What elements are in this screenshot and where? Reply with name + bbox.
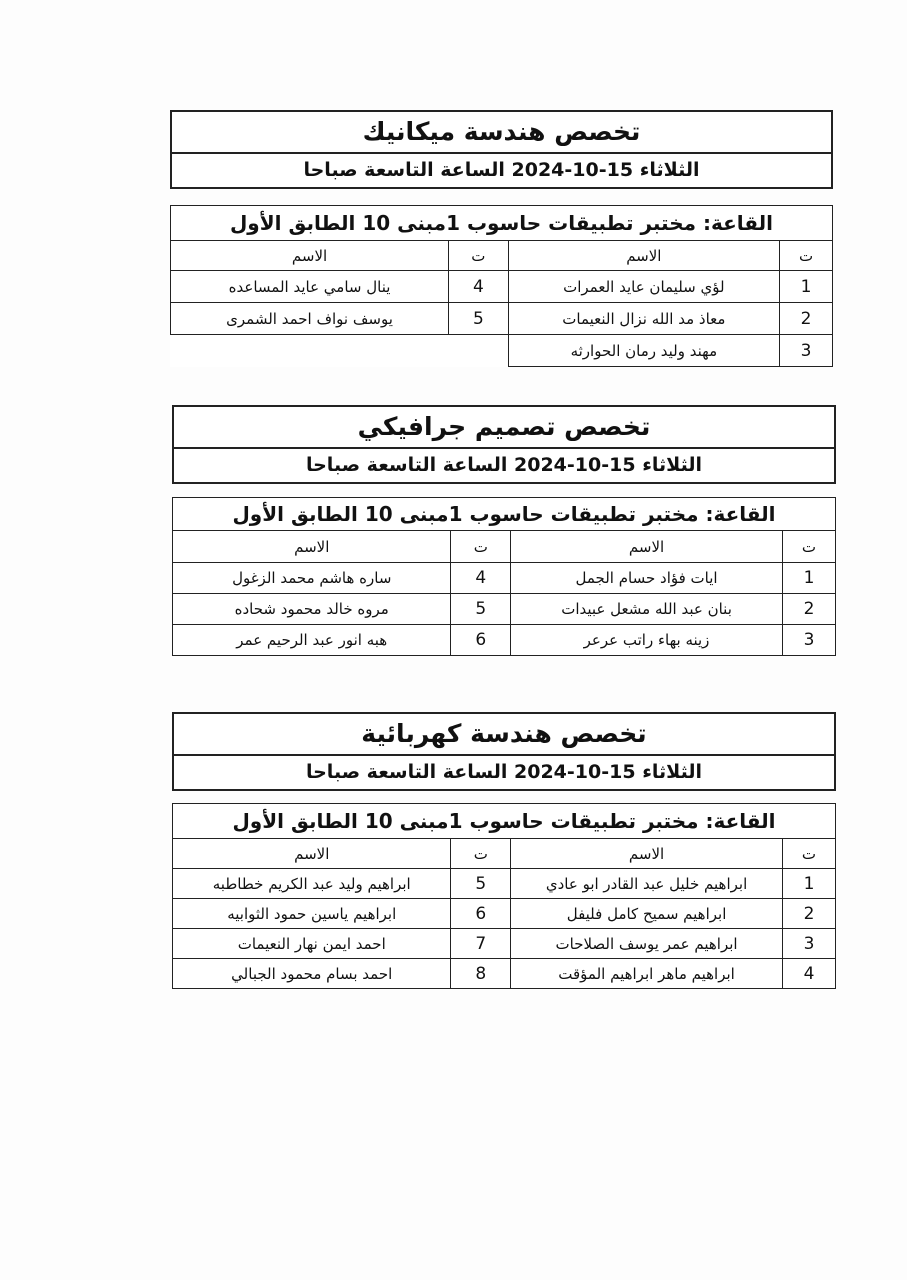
student-number: 6: [450, 898, 512, 929]
room-label: القاعة: مختبر تطبيقات حاسوب 1مبنى 10 الط…: [172, 803, 836, 839]
students-table: القاعة: مختبر تطبيقات حاسوب 1مبنى 10 الط…: [171, 497, 837, 656]
student-number: 4: [448, 270, 509, 303]
empty-cell: [449, 335, 509, 367]
col-header-name: الاسم: [171, 838, 452, 869]
student-name: مهند وليد رمان الحوارثه: [507, 334, 781, 367]
student-name: هبه انور عبد الرحيم عمر: [171, 624, 452, 656]
table-row: 3 زينه بهاء راتب عرعر 6 هبه انور عبد الرح…: [171, 624, 837, 656]
student-name: ابراهيم وليد عبد الكريم خطاطبه: [171, 868, 452, 899]
student-name: ابراهيم خليل عبد القادر ابو عادي: [510, 868, 783, 899]
table-row: 1 ابراهيم خليل عبد القادر ابو عادي 5 ابرا…: [171, 868, 837, 899]
header-row: ت الاسم ت الاسم: [171, 838, 837, 869]
room-label: القاعة: مختبر تطبيقات حاسوب 1مبنى 10 الط…: [172, 497, 836, 531]
col-header-name: الاسم: [171, 530, 452, 563]
student-name: بنان عبد الله مشعل عبيدات: [510, 593, 783, 625]
exam-date: الثلاثاء 15-10-2024 الساعة التاسعة صباحا: [305, 454, 703, 476]
header-row: ت الاسم ت الاسم: [171, 530, 837, 563]
table-row: 1 لؤي سليمان عايد العمرات 4 ينال سامي عاي…: [169, 270, 833, 303]
student-number: 2: [779, 302, 833, 335]
table-row: 3 مهند وليد رمان الحوارثه: [171, 334, 833, 367]
student-number: 3: [779, 334, 833, 367]
student-number: 7: [450, 928, 512, 959]
student-name: ابراهيم سميح كامل فليفل: [510, 898, 783, 929]
student-number: 2: [781, 898, 837, 929]
col-header-name: الاسم: [510, 838, 783, 869]
student-number: 3: [781, 928, 837, 959]
student-number: 4: [450, 562, 512, 594]
student-number: 1: [781, 868, 837, 899]
student-name: احمد ايمن نهار النعيمات: [171, 928, 452, 959]
students-table: القاعة: مختبر تطبيقات حاسوب 1مبنى 10 الط…: [169, 205, 833, 367]
table-row: 3 ابراهيم عمر يوسف الصلاحات 7 احمد ايمن ن…: [171, 928, 837, 959]
exam-date: الثلاثاء 15-10-2024 الساعة التاسعة صباحا: [305, 761, 703, 783]
col-header-num: ت: [450, 838, 512, 869]
table-row: 2 ابراهيم سميح كامل فليفل 6 ابراهيم ياسين…: [171, 898, 837, 929]
student-name: ابراهيم ياسين حمود الثوابيه: [171, 898, 452, 929]
student-number: 5: [448, 302, 509, 335]
table-row: 2 بنان عبد الله مشعل عبيدات 5 مروه خالد م…: [171, 593, 837, 625]
student-number: 4: [781, 958, 837, 989]
student-number: 5: [450, 868, 512, 899]
student-name: احمد بسام محمود الجبالي: [171, 958, 452, 989]
col-header-num: ت: [450, 530, 512, 563]
section-header: تخصص تصميم جرافيكي الثلاثاء 15-10-2024 ا…: [172, 405, 836, 484]
empty-cell: [171, 335, 449, 367]
section-title: تخصص هندسة كهربائية: [174, 714, 834, 756]
table-row: 2 معاذ مد الله نزال النعيمات 5 يوسف نواف …: [169, 302, 833, 335]
room-row: القاعة: مختبر تطبيقات حاسوب 1مبنى 10 الط…: [170, 205, 833, 241]
student-number: 8: [450, 958, 512, 989]
student-number: 1: [779, 270, 833, 303]
student-name: زينه بهاء راتب عرعر: [510, 624, 783, 656]
col-header-num: ت: [779, 240, 833, 271]
student-number: 2: [781, 593, 837, 625]
student-name: ساره هاشم محمد الزغول: [171, 562, 452, 594]
student-number: 5: [450, 593, 512, 625]
student-number: 6: [450, 624, 512, 656]
section-header: تخصص هندسة كهربائية الثلاثاء 15-10-2024 …: [172, 712, 836, 791]
student-name: ينال سامي عايد المساعده: [169, 270, 450, 303]
student-name: مروه خالد محمود شحاده: [171, 593, 452, 625]
col-header-name: الاسم: [507, 240, 781, 271]
student-name: معاذ مد الله نزال النعيمات: [507, 302, 781, 335]
header-row: ت الاسم ت الاسم: [169, 240, 833, 271]
students-table: القاعة: مختبر تطبيقات حاسوب 1مبنى 10 الط…: [171, 803, 837, 989]
section-title: تخصص هندسة ميكانيك: [172, 112, 831, 154]
room-row: القاعة: مختبر تطبيقات حاسوب 1مبنى 10 الط…: [172, 803, 836, 839]
student-name: لؤي سليمان عايد العمرات: [507, 270, 781, 303]
student-number: 3: [781, 624, 837, 656]
table-row: 4 ابراهيم ماهر ابراهيم المؤقت 8 احمد بسام…: [171, 958, 837, 989]
student-name: ايات فؤاد حسام الجمل: [510, 562, 783, 594]
col-header-name: الاسم: [169, 240, 450, 271]
table-row: 1 ايات فؤاد حسام الجمل 4 ساره هاشم محمد ا…: [171, 562, 837, 594]
exam-date: الثلاثاء 15-10-2024 الساعة التاسعة صباحا: [303, 159, 700, 181]
col-header-name: الاسم: [510, 530, 783, 563]
student-name: ابراهيم عمر يوسف الصلاحات: [510, 928, 783, 959]
room-label: القاعة: مختبر تطبيقات حاسوب 1مبنى 10 الط…: [170, 205, 833, 241]
col-header-num: ت: [781, 838, 837, 869]
col-header-num: ت: [781, 530, 837, 563]
student-name: يوسف نواف احمد الشمرى: [169, 302, 450, 335]
col-header-num: ت: [448, 240, 509, 271]
student-number: 1: [781, 562, 837, 594]
student-name: ابراهيم ماهر ابراهيم المؤقت: [510, 958, 783, 989]
section-title: تخصص تصميم جرافيكي: [174, 407, 834, 449]
section-header: تخصص هندسة ميكانيك الثلاثاء 15-10-2024 ا…: [170, 110, 833, 189]
room-row: القاعة: مختبر تطبيقات حاسوب 1مبنى 10 الط…: [172, 497, 836, 531]
